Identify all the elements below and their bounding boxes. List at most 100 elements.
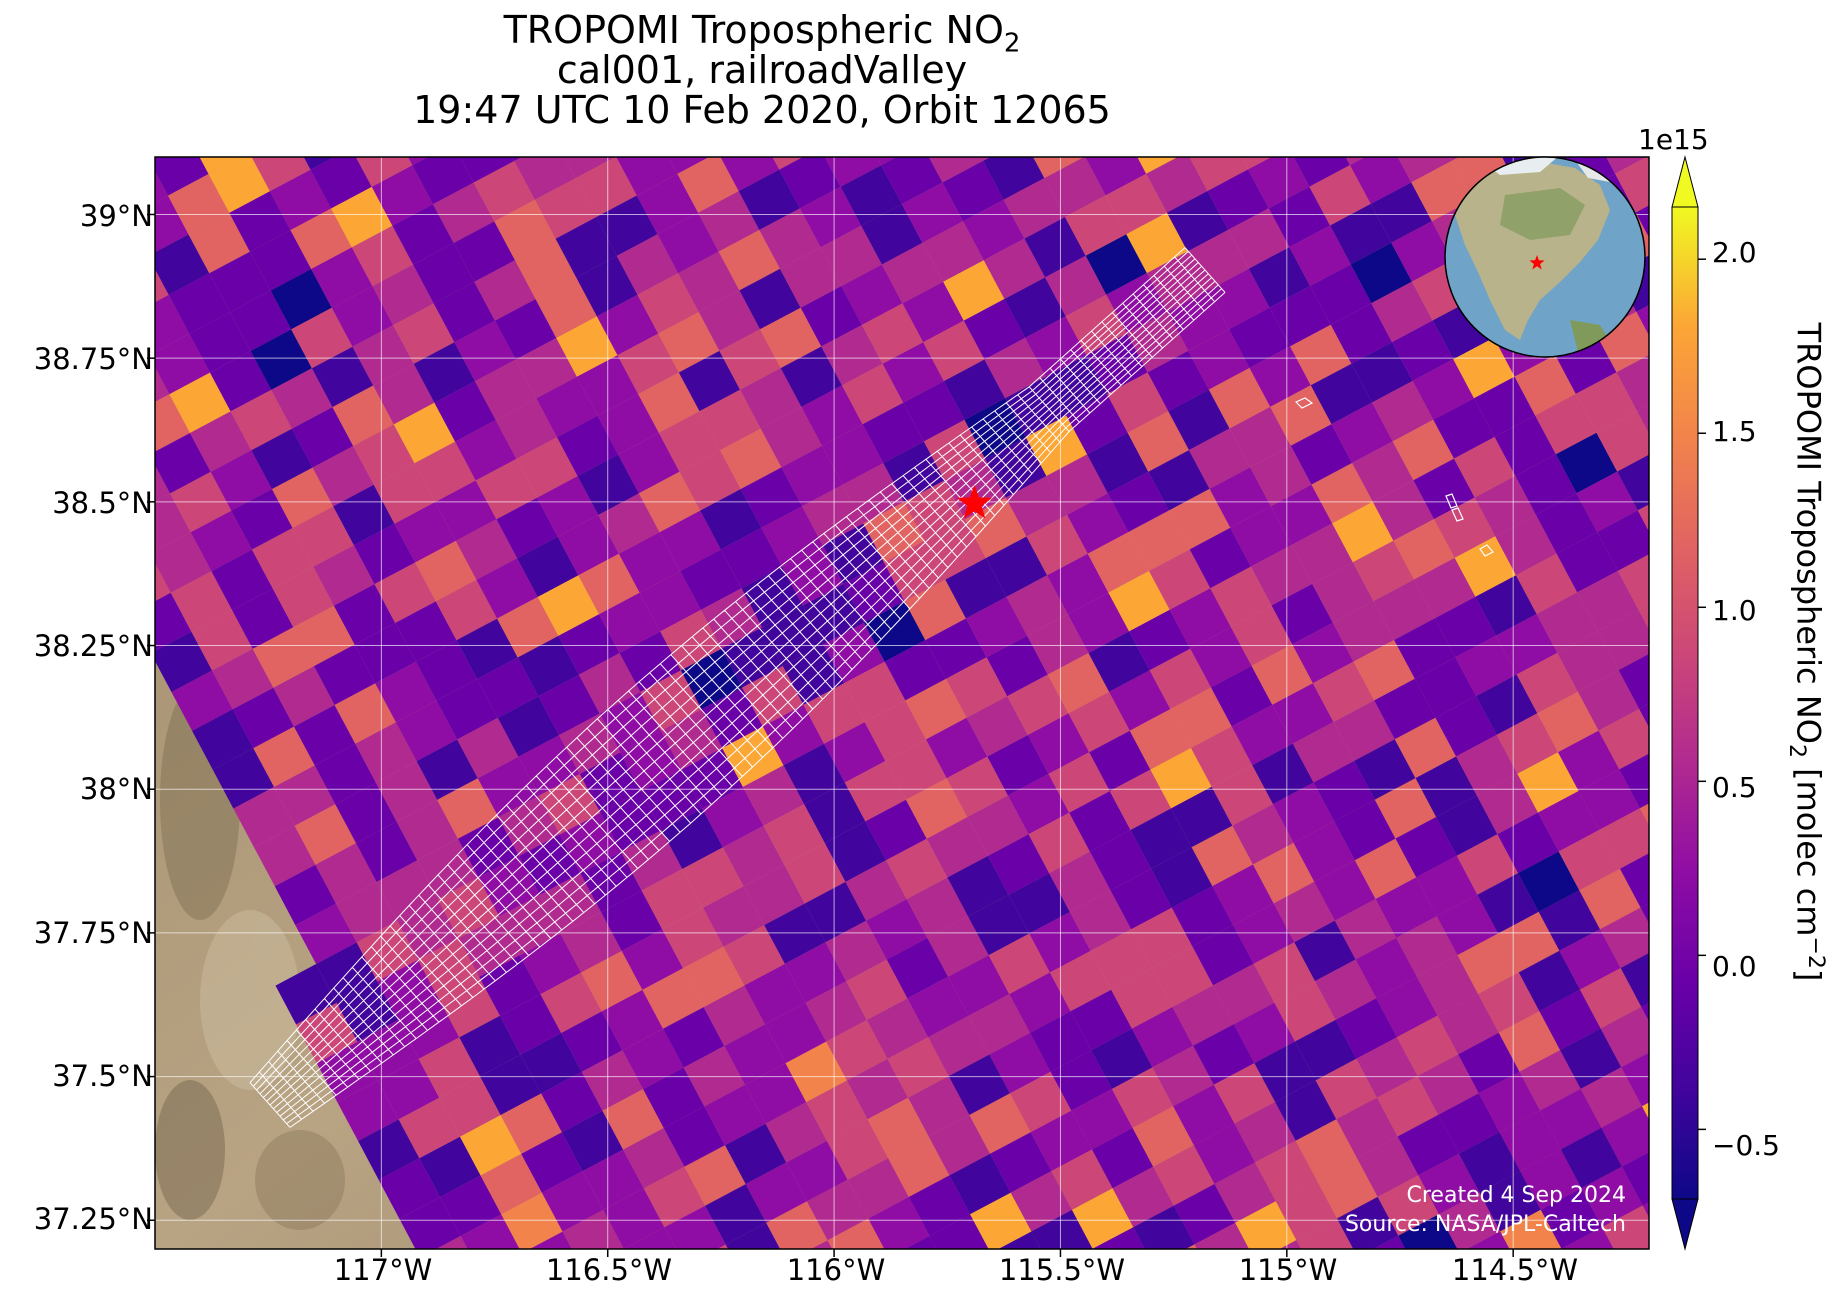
no2-pixel (457, 717, 519, 779)
no2-pixel (881, 242, 944, 304)
no2-pixel (294, 804, 356, 865)
no2-pixel (759, 208, 821, 269)
no2-pixel (1354, 739, 1416, 800)
no2-pixel (291, 307, 353, 369)
no2-pixel (1639, 803, 1649, 826)
no2-pixel (272, 467, 334, 528)
no2-pixel (1292, 722, 1355, 783)
no2-pixel (1213, 1063, 1276, 1124)
no2-pixel (1396, 1015, 1459, 1076)
no2-pixel (1575, 372, 1638, 433)
no2-pixel (1312, 661, 1375, 722)
no2-pixel (414, 441, 476, 503)
no2-pixel (1438, 1192, 1501, 1249)
no2-pixel (1577, 570, 1639, 632)
no2-pixel (1069, 890, 1132, 951)
no2-pixel (192, 709, 254, 770)
no2-pixel (581, 1050, 644, 1111)
no2-pixel (825, 920, 887, 982)
no2-pixel (433, 281, 495, 343)
no2-pixel (826, 1020, 888, 1081)
no2-pixel (1538, 791, 1600, 852)
no2-pixel (861, 303, 924, 364)
no2-pixel (745, 1162, 807, 1223)
no2-pixel (230, 389, 292, 451)
no2-pixel (476, 558, 538, 619)
no2-pixel (1230, 506, 1292, 567)
no2-pixel (1092, 1127, 1154, 1189)
no2-pixel (1394, 618, 1456, 679)
no2-pixel (520, 1033, 582, 1094)
no2-pixel (475, 458, 537, 520)
no2-pixel (1290, 324, 1352, 386)
no2-pixel (1454, 437, 1516, 498)
no2-pixel (1458, 1032, 1520, 1094)
no2-pixel (983, 238, 1046, 299)
no2-pixel (928, 157, 984, 183)
no2-pixel (724, 1024, 786, 1085)
no2-pixel (990, 1132, 1052, 1193)
no2-pixel (1071, 1089, 1133, 1150)
no2-pixel (963, 299, 1026, 360)
no2-pixel (841, 264, 903, 325)
no2-pixel (512, 157, 522, 161)
no2-pixel (1354, 838, 1417, 899)
no2-pixel (945, 558, 1007, 619)
no2-pixel (1171, 786, 1233, 848)
no2-pixel (373, 363, 435, 425)
no2-pixel (1580, 1067, 1642, 1128)
no2-pixel (1515, 454, 1577, 515)
no2-pixel (1337, 1196, 1399, 1249)
no2-pixel (1352, 540, 1415, 602)
no2-pixel (1127, 411, 1189, 472)
no2-pixel (861, 204, 923, 265)
no2-pixel (866, 998, 929, 1059)
no2-pixel (1107, 372, 1169, 433)
no2-pixel (1495, 514, 1557, 576)
no2-pixel (928, 1015, 990, 1077)
no2-pixel (598, 493, 660, 554)
no2-pixel (1087, 532, 1149, 593)
no2-pixel (1598, 709, 1649, 770)
no2-pixel (316, 1041, 378, 1103)
no2-pixel (1539, 989, 1601, 1051)
no2-pixel (1128, 510, 1190, 571)
no2-pixel (155, 333, 210, 395)
no2-pixel (500, 1093, 562, 1154)
no2-pixel (332, 385, 394, 446)
no2-pixel (1067, 592, 1130, 653)
no2-pixel (1044, 157, 1106, 217)
no2-pixel (1296, 1218, 1354, 1249)
no2-pixel (333, 584, 396, 645)
no2-pixel (1048, 752, 1110, 813)
no2-pixel (392, 204, 454, 265)
no2-pixel (1377, 1076, 1439, 1137)
no2-pixel (764, 903, 826, 964)
no2-pixel (209, 251, 271, 313)
no2-pixel (846, 1058, 909, 1120)
no2-pixel (1467, 1231, 1510, 1249)
no2-pixel (703, 985, 765, 1046)
no2-pixel (903, 381, 965, 442)
no2-pixel (252, 627, 314, 688)
no2-pixel (1560, 1028, 1622, 1089)
no2-pixel (396, 799, 458, 861)
no2-pixel (155, 234, 210, 295)
no2-pixel (1250, 545, 1313, 606)
no2-pixel (1639, 703, 1649, 728)
no2-pixel (212, 748, 275, 809)
no2-pixel (868, 1197, 930, 1249)
no2-pixel (1577, 670, 1640, 731)
no2-pixel (315, 843, 377, 904)
no2-pixel (723, 925, 785, 986)
no2-pixel (1314, 860, 1376, 921)
no2-pixel (1312, 562, 1374, 623)
no2-pixel (1047, 553, 1109, 615)
plot-frame (154, 156, 1650, 1250)
colorbar-tick-label: 2.0 (1712, 236, 1757, 269)
no2-pixel (1315, 1058, 1377, 1120)
no2-pixel (986, 635, 1048, 697)
no2-pixel (1498, 1011, 1561, 1072)
no2-pixel (191, 610, 253, 671)
no2-pixel (231, 489, 293, 550)
